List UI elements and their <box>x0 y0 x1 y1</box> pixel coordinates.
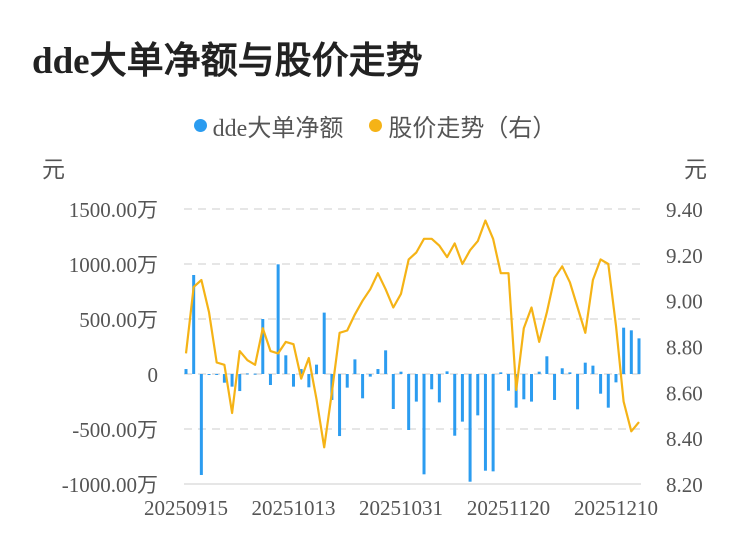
bar-dde <box>606 374 610 408</box>
x-tick-label: 20250915 <box>144 496 228 520</box>
bar-dde <box>261 319 265 374</box>
bar-dde <box>506 374 510 391</box>
bar-dde <box>368 374 372 377</box>
right-tick-label: 8.80 <box>666 336 703 360</box>
legend: dde大单净额 股价走势（右） <box>0 108 750 143</box>
bar-dde <box>376 369 380 374</box>
bar-dde <box>238 374 242 392</box>
bar-dde <box>199 374 203 475</box>
bar-dde <box>599 374 603 394</box>
bar-dde <box>453 374 457 436</box>
bar-dde <box>530 374 534 402</box>
bar-dde <box>384 350 388 374</box>
bar-dde <box>361 374 365 399</box>
right-tick-label: 8.40 <box>666 427 703 451</box>
bar-dde <box>576 374 580 410</box>
right-tick-label: 9.20 <box>666 244 703 268</box>
x-tick-label: 20251031 <box>359 496 443 520</box>
bar-dde <box>399 371 403 374</box>
bar-dde <box>353 359 357 374</box>
bar-dde <box>591 365 595 374</box>
bar-dde <box>545 356 549 374</box>
bar-dde <box>291 374 295 387</box>
legend-item-dde[interactable]: dde大单净额 <box>193 108 344 143</box>
bar-dde <box>437 374 441 403</box>
left-tick-label: 1500.00万 <box>69 198 158 222</box>
x-tick-label: 20251210 <box>574 496 658 520</box>
bar-dde <box>499 372 503 374</box>
bar-dde <box>476 374 480 416</box>
bar-dde <box>207 374 211 375</box>
bar-dde <box>222 374 226 383</box>
right-tick-label: 9.00 <box>666 290 703 314</box>
bar-dde <box>422 374 426 475</box>
legend-dot-orange-icon <box>369 119 383 132</box>
bar-dde <box>414 374 418 402</box>
legend-dot-blue-icon <box>193 119 207 132</box>
right-tick-label: 8.60 <box>666 381 703 405</box>
left-tick-label: 1000.00万 <box>69 253 158 277</box>
bar-dde <box>338 374 342 437</box>
chart-title: dde大单净额与股价走势 <box>32 41 423 82</box>
bar-dde <box>315 364 319 374</box>
bar-dde <box>245 373 249 375</box>
bar-dde <box>614 374 618 383</box>
right-tick-label: 8.20 <box>666 473 703 497</box>
legend-label: dde大单净额 <box>212 116 344 142</box>
bar-dde <box>299 369 303 374</box>
bar-dde <box>468 374 472 482</box>
bar-dde <box>192 275 196 374</box>
x-tick-label: 20251013 <box>251 496 335 520</box>
bar-dde <box>560 368 564 374</box>
bar-dde <box>268 374 272 385</box>
legend-item-price[interactable]: 股价走势（右） <box>369 108 556 143</box>
bar-dde <box>460 374 464 422</box>
bar-dde <box>215 374 219 375</box>
right-unit-label: 元 <box>684 157 707 182</box>
bar-dde <box>483 374 487 471</box>
bar-dde <box>553 374 557 400</box>
left-unit-label: 元 <box>42 157 65 182</box>
bar-dde <box>230 374 234 387</box>
bar-dde <box>322 312 326 374</box>
bar-dde <box>583 362 587 374</box>
left-tick-label: -1000.00万 <box>62 473 158 497</box>
bar-dde <box>522 374 526 400</box>
bar-dde <box>491 374 495 472</box>
bar-dde <box>307 374 311 388</box>
right-tick-label: 9.40 <box>666 198 703 222</box>
bar-dde <box>184 369 188 374</box>
bar-dde <box>391 374 395 409</box>
bar-dde <box>629 330 633 374</box>
bar-dde <box>537 371 541 374</box>
bar-dde <box>430 374 434 390</box>
left-tick-label: -500.00万 <box>72 418 158 442</box>
bar-dde <box>407 374 411 430</box>
bar-dde <box>345 374 349 388</box>
x-tick-label: 20251120 <box>467 496 550 520</box>
price-line <box>184 219 640 449</box>
bar-dde <box>445 371 449 374</box>
legend-label: 股价走势（右） <box>388 116 557 142</box>
left-tick-label: 0 <box>148 363 159 387</box>
bar-dde <box>622 327 626 374</box>
bar-dde <box>284 355 288 374</box>
bar-dde <box>568 372 572 374</box>
left-tick-label: 500.00万 <box>79 308 158 332</box>
bar-dde <box>253 373 257 375</box>
bar-dde <box>276 264 280 374</box>
bar-dde <box>637 338 641 374</box>
